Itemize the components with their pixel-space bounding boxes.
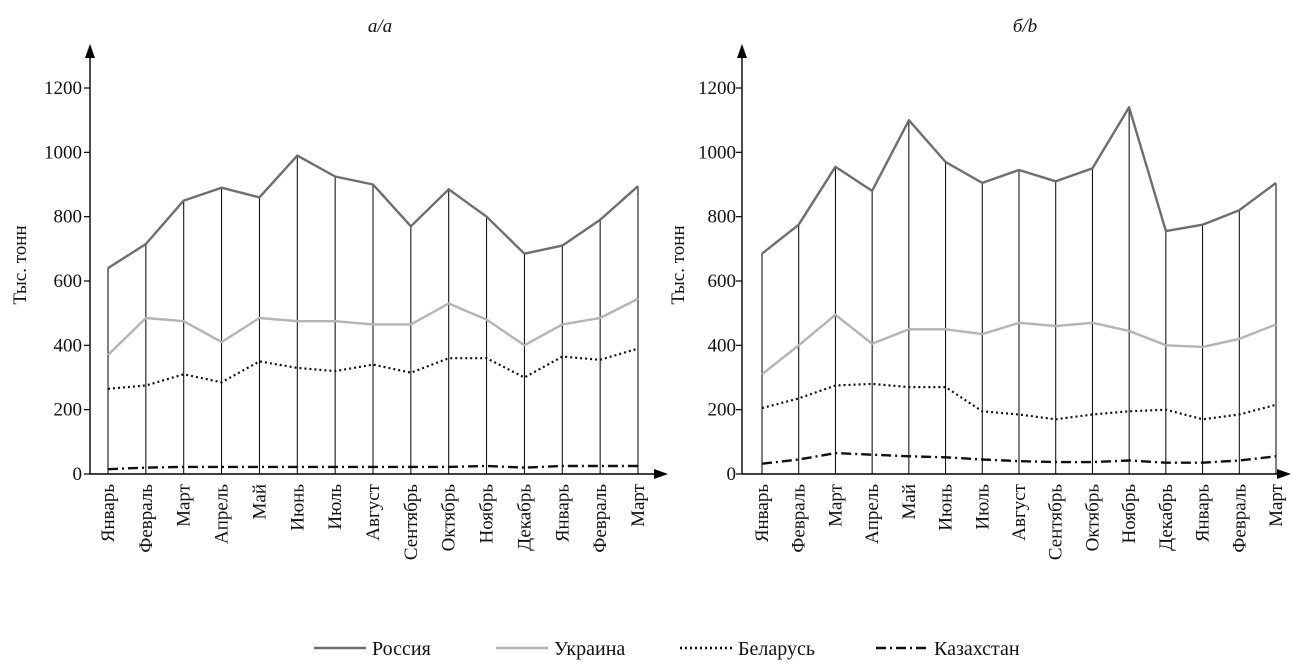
y-tick-label: 1000: [44, 142, 82, 163]
series-line: [107, 347, 639, 390]
x-tick-label: Май: [899, 484, 920, 520]
series-line: [761, 106, 1277, 255]
y-axis-title: Тыс. тонн: [668, 225, 689, 304]
y-tick-label: 1200: [44, 78, 82, 99]
y-tick-label: 800: [54, 207, 83, 228]
x-tick-label: Сентябрь: [1046, 484, 1067, 560]
x-tick-label: Июнь: [936, 484, 957, 531]
x-tick-label: Май: [249, 484, 270, 520]
y-tick-label: 400: [54, 335, 83, 356]
x-tick-label: Январь: [552, 484, 573, 542]
y-tick-label: 600: [54, 271, 83, 292]
series-line: [107, 154, 639, 270]
series-line: [107, 297, 639, 356]
x-tick-label: Январь: [752, 484, 773, 542]
x-tick-label: Апрель: [212, 484, 233, 544]
x-tick-label: Март: [174, 483, 195, 527]
chart-title: а/a: [368, 16, 392, 37]
chart-title: б/b: [1013, 16, 1037, 37]
series-line: [761, 382, 1277, 421]
series-line: [761, 451, 1277, 465]
x-tick-label: Ноябрь: [1119, 484, 1140, 544]
y-tick-label: 600: [708, 271, 737, 292]
legend-label: Беларусь: [738, 638, 815, 660]
x-tick-label: Март: [1266, 483, 1287, 527]
series-line: [761, 313, 1277, 376]
x-tick-label: Ноябрь: [477, 484, 498, 544]
x-axis-arrow: [1277, 469, 1291, 479]
y-tick-label: 800: [708, 207, 737, 228]
x-axis-arrow: [654, 469, 668, 479]
y-tick-label: 200: [54, 400, 83, 421]
y-axis-arrow: [85, 44, 95, 58]
x-tick-label: Сентябрь: [401, 484, 422, 560]
series-line: [107, 464, 638, 471]
legend-label: Россия: [372, 638, 431, 660]
chart-panel-b: б/b 0 200 400 600 800 1000 1200 Тыс. тонн Январь Ф…: [668, 16, 1291, 560]
legend-label: Казахстан: [934, 638, 1020, 660]
x-tick-label: Февраль: [1229, 484, 1250, 553]
x-tick-label: Август: [363, 483, 384, 540]
x-tick-label: Январь: [1193, 484, 1214, 542]
legend-label: Украина: [554, 638, 625, 660]
x-tick-label: Февраль: [789, 484, 810, 553]
x-tick-label: Июнь: [287, 484, 308, 531]
x-tick-label: Октябрь: [1082, 484, 1103, 552]
y-tick-label: 200: [708, 400, 737, 421]
chart-panel-a: а/a 0 200 400 600 800 1000 1200 Тыс. тонн Январь Ф…: [10, 16, 668, 560]
y-tick-label: 0: [727, 464, 737, 485]
x-tick-label: Октябрь: [439, 484, 460, 552]
x-tick-label: Март: [628, 483, 649, 527]
x-tick-label: Август: [1009, 483, 1030, 540]
x-tick-label: Январь: [98, 484, 119, 542]
y-axis-title: Тыс. тонн: [10, 225, 31, 304]
x-tick-label: Февраль: [136, 484, 157, 553]
x-tick-label: Февраль: [590, 484, 611, 553]
x-tick-label: Декабрь: [514, 484, 535, 551]
y-tick-label: 0: [73, 464, 83, 485]
legend: Россия Украина Беларусь Казахстан: [314, 638, 1020, 660]
x-tick-label: Март: [825, 483, 846, 527]
x-tick-label: Июль: [325, 484, 346, 530]
x-tick-label: Апрель: [862, 484, 883, 544]
y-tick-label: 1200: [698, 78, 736, 99]
x-tick-label: Декабрь: [1156, 484, 1177, 551]
y-axis-arrow: [737, 44, 747, 58]
y-tick-label: 400: [708, 335, 737, 356]
y-tick-label: 1000: [698, 142, 736, 163]
x-tick-label: Июль: [972, 484, 993, 530]
